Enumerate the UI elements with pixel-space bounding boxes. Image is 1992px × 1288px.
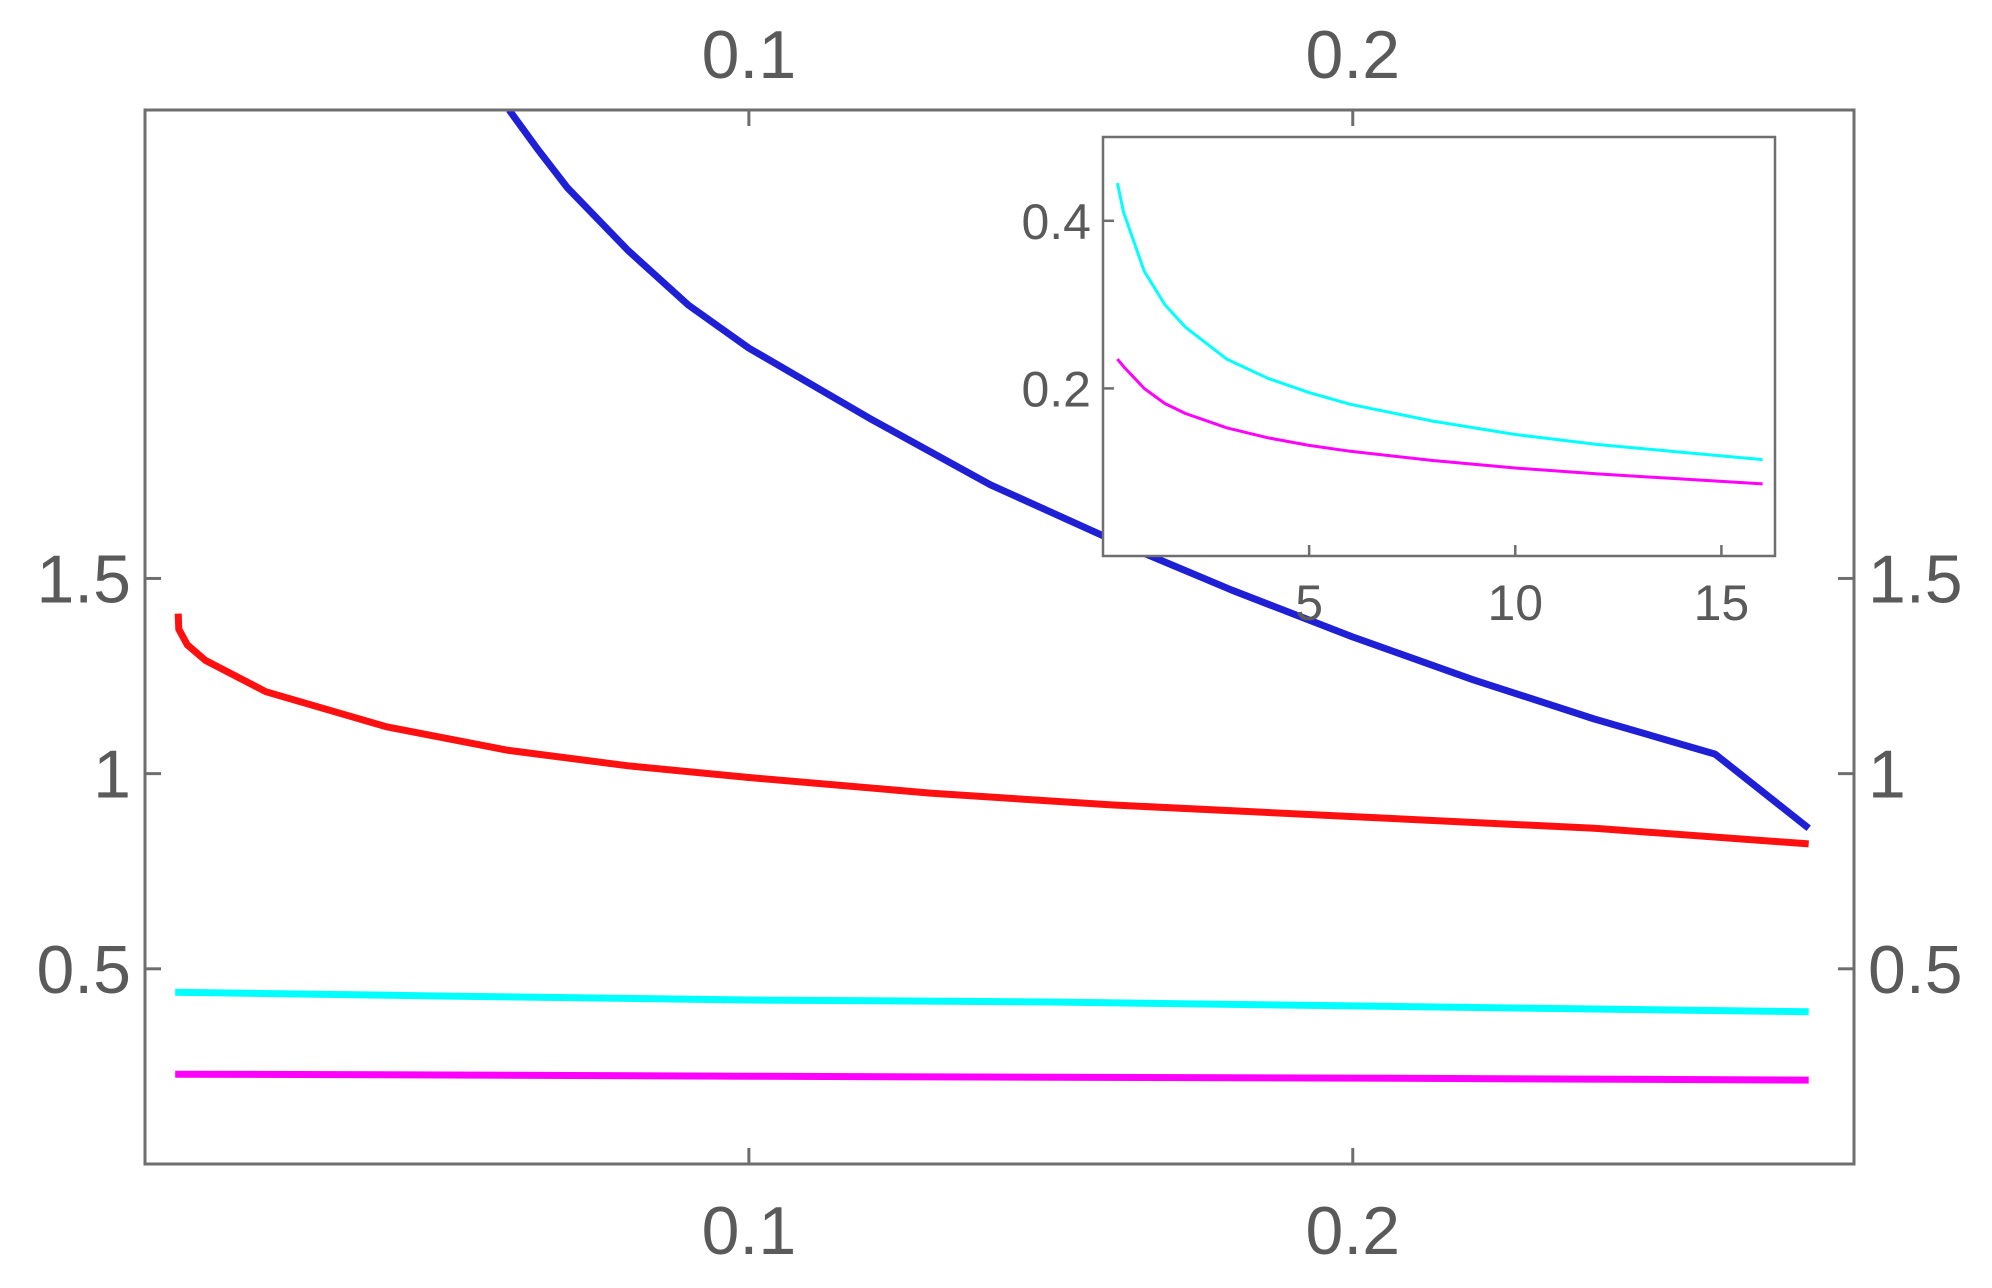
inset-y-tick-label: 0.2 [1021,361,1091,417]
inset-background [1103,137,1775,556]
main-x-tick-label: 0.1 [702,1193,797,1269]
main-series-line-1 [506,110,1811,832]
inset-y-tick-label: 0.4 [1021,194,1091,250]
main-y-tick-label: 1 [93,737,131,813]
main-y-right-tick-label: 1 [1868,737,1906,813]
inset-x-tick-label: 15 [1694,575,1750,631]
inset-plot-frame [1101,135,1777,558]
main-y-right-tick-label: 0.5 [1868,932,1963,1008]
inset-plot: 5 10 15 0.2 0.4 [1021,135,1777,631]
main-y-right-tick-label: 1.5 [1868,541,1963,617]
inset-series-line-1 [1115,182,1763,462]
inset-x-tick-label: 10 [1487,575,1543,631]
main-series-line-4 [175,1070,1809,1084]
main-y-tick-label: 1.5 [36,541,131,617]
main-plot: 0.1 0.2 0.1 0.2 0.5 1 1.5 0.5 1 1.5 [36,17,1962,1269]
main-x-tick-label: 0.2 [1306,1193,1401,1269]
main-x-top-tick-label: 0.1 [702,17,797,93]
main-y-tick-label: 0.5 [36,932,131,1008]
main-x-top-tick-label: 0.2 [1306,17,1401,93]
inset-series-line-2 [1116,358,1763,486]
inset-x-tick-label: 5 [1295,575,1323,631]
main-series-line-2 [174,613,1809,848]
main-plot-frame [143,108,1856,1166]
main-series-line-3 [175,988,1809,1016]
